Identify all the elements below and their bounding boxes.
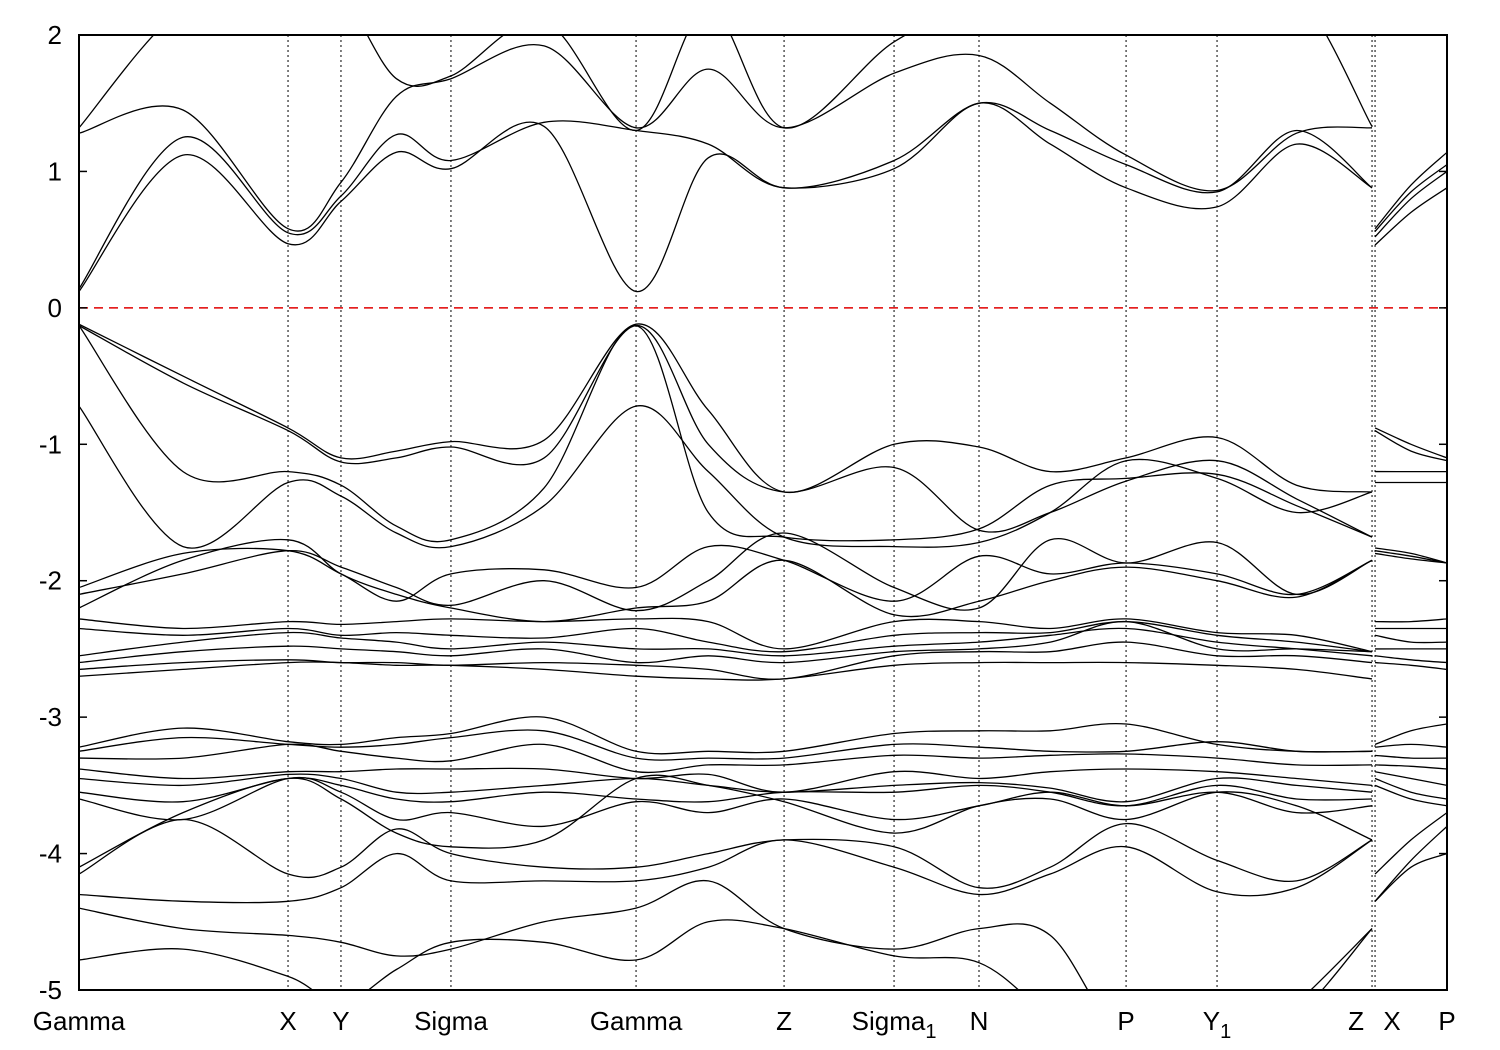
band-25-tail <box>1374 812 1447 875</box>
band-20 <box>79 743 1373 774</box>
k-label: Z <box>1348 1006 1364 1036</box>
band-13 <box>79 620 1373 653</box>
y-axis-ticks: 2 1 0 -1 -2 -3 -4 -5 <box>39 20 1447 1005</box>
high-symmetry-lines <box>287 35 1376 990</box>
band-3 <box>79 43 1373 232</box>
band-4-tail <box>1374 151 1447 230</box>
y-tick-label: 1 <box>48 156 62 186</box>
x-tick-label: Sigma1 <box>852 1006 937 1043</box>
k-label: Gamma <box>33 1006 126 1036</box>
x-tick-label: P <box>1438 1006 1455 1036</box>
band-12-tail <box>1375 618 1447 623</box>
x-tick-label: N <box>970 1006 989 1036</box>
band-24-tail <box>1374 784 1447 807</box>
band-16-tail <box>1374 655 1447 664</box>
band-14-tail <box>1374 634 1447 644</box>
band-8 <box>79 405 1373 549</box>
bands <box>79 35 1447 990</box>
y-tick-label: 0 <box>48 293 62 323</box>
k-label: N <box>970 1006 989 1036</box>
y-tick-label: -5 <box>39 975 62 1005</box>
band-26 <box>79 818 1373 889</box>
band-3-tail <box>1374 164 1447 232</box>
x-axis-ticks: Gamma X Y Sigma Gamma Z Sigma1 N P Y1 Z X P <box>33 1006 1456 1043</box>
band-11 <box>79 538 1373 623</box>
x-tick-label: X <box>279 1006 296 1036</box>
k-label: X <box>1383 1006 1400 1036</box>
y-tick-label: -3 <box>39 702 62 732</box>
band-24 <box>79 776 1373 828</box>
band-12 <box>79 617 1373 653</box>
band-1-tail <box>1374 187 1447 246</box>
x-tick-label: X <box>1383 1006 1400 1036</box>
band-14 <box>79 627 1373 657</box>
x-tick-label: P <box>1117 1006 1134 1036</box>
band-15 <box>79 620 1373 664</box>
band-28 <box>79 879 1373 990</box>
x-tick-label: Gamma <box>590 1006 683 1036</box>
k-label: Y <box>1203 1006 1220 1036</box>
band-17 <box>79 661 1373 681</box>
band-6 <box>79 324 1373 538</box>
x-tick-label: Z <box>1348 1006 1364 1036</box>
band-7 <box>79 324 1373 543</box>
k-label: Y <box>332 1006 349 1036</box>
band-10-tail <box>1374 552 1447 564</box>
band-2-tail <box>1374 170 1447 238</box>
y-tick-label: -1 <box>39 429 62 459</box>
band-9 <box>79 544 1373 602</box>
band-11-tail <box>1374 547 1447 564</box>
band-17-tail <box>1374 661 1447 671</box>
band-18-tail <box>1374 723 1447 746</box>
k-label: Z <box>776 1006 792 1036</box>
band-16 <box>79 641 1373 680</box>
band-6-tail <box>1374 430 1447 462</box>
band-2 <box>79 101 1373 290</box>
band-27-tail <box>1374 852 1447 902</box>
band-19-tail <box>1374 743 1447 748</box>
x-tick-label: Gamma <box>33 1006 126 1036</box>
band-5 <box>79 323 1373 494</box>
band-20-tail <box>1374 754 1447 759</box>
band-22-tail <box>1374 771 1447 787</box>
band-29 <box>79 919 1373 990</box>
band-18 <box>79 716 1373 755</box>
k-label: P <box>1438 1006 1455 1036</box>
k-label: Sigma <box>414 1006 488 1036</box>
y-tick-label: -4 <box>39 839 62 869</box>
k-label: P <box>1117 1006 1134 1036</box>
band-23 <box>79 777 1373 807</box>
band-1 <box>79 102 1373 293</box>
y-tick-label: 2 <box>48 20 62 50</box>
band-9-tail <box>1374 550 1447 564</box>
band-21-tail <box>1375 764 1447 770</box>
y-tick-label: -2 <box>39 566 62 596</box>
k-label: Sigma <box>852 1006 926 1036</box>
x-tick-label: Y <box>332 1006 349 1036</box>
band-25 <box>79 774 1373 868</box>
plot-frame <box>78 34 1448 991</box>
band-23-tail <box>1374 777 1447 800</box>
k-label: X <box>279 1006 296 1036</box>
band-4 <box>79 35 1373 132</box>
band-10 <box>79 532 1373 612</box>
k-label: Gamma <box>590 1006 683 1036</box>
band-27 <box>79 839 1373 904</box>
k-label-subscript: 1 <box>1220 1021 1231 1043</box>
x-tick-label: Z <box>776 1006 792 1036</box>
band-21 <box>79 767 1373 793</box>
band-26-tail <box>1374 825 1447 902</box>
band-5-tail <box>1374 427 1447 459</box>
x-tick-label: Sigma <box>414 1006 488 1036</box>
k-label-subscript: 1 <box>925 1021 936 1043</box>
x-tick-label: Y1 <box>1203 1006 1231 1043</box>
